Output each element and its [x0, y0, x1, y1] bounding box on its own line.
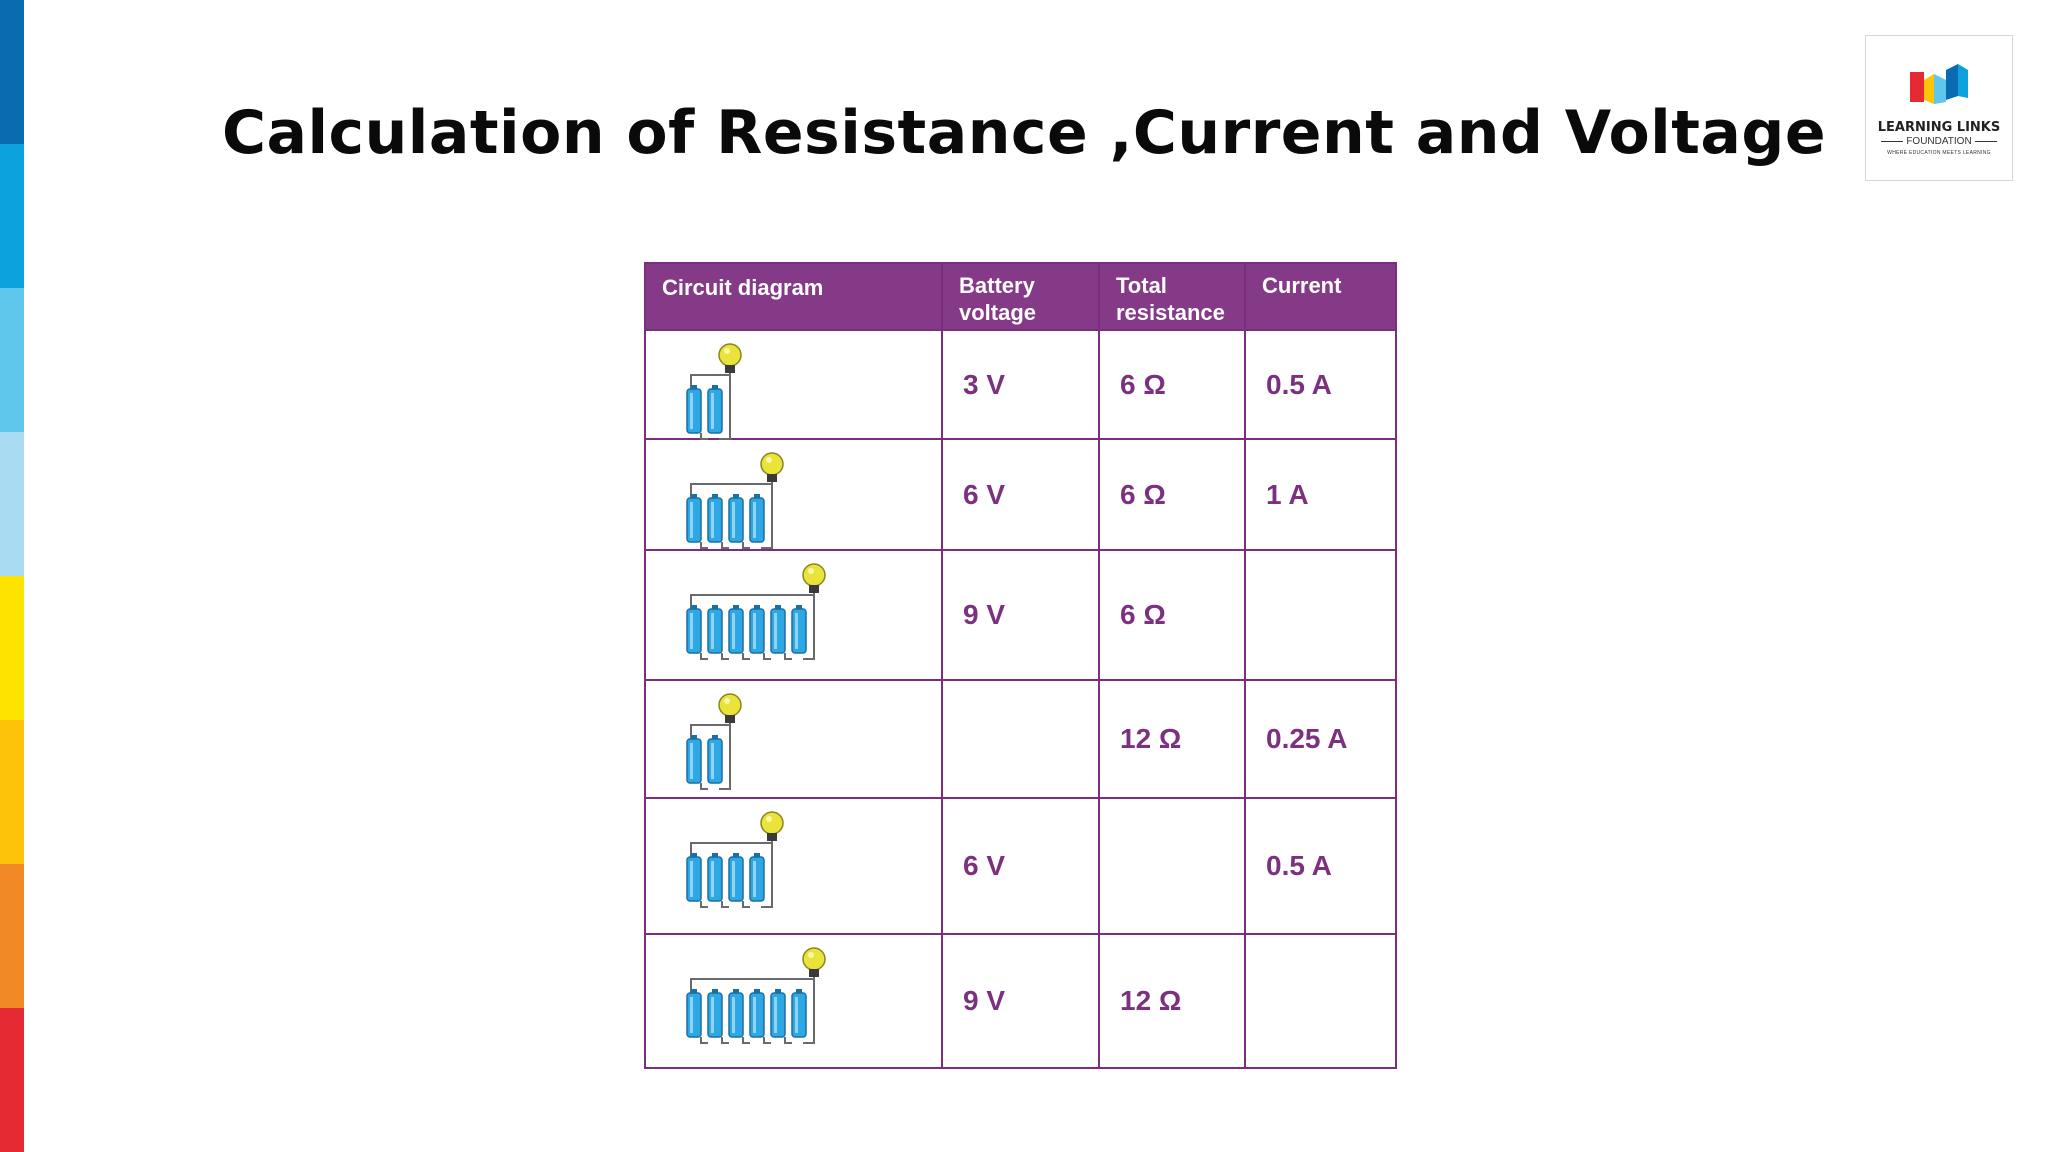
wire [690, 839, 773, 908]
logo-name: LEARNING LINKS [1877, 120, 2001, 135]
strip-band [0, 720, 24, 864]
circuit-diagram [686, 811, 784, 908]
strip-band [0, 1008, 24, 1152]
battery-cell-icon [707, 989, 729, 1044]
battery-cell-icon [707, 494, 729, 549]
light-bulb-icon [718, 343, 742, 373]
light-bulb-icon [760, 811, 784, 841]
voltage-cell: 6 V [941, 438, 1100, 551]
resistance-cell: 6 Ω [1098, 438, 1246, 551]
circuit-diagram [686, 343, 742, 440]
color-strip [0, 0, 24, 1152]
battery-cell-icon [749, 989, 771, 1044]
wire [690, 591, 815, 660]
voltage-cell: 3 V [941, 329, 1100, 440]
battery-cell-icon [770, 989, 792, 1044]
battery-cell-icon [749, 494, 765, 543]
circuit-diagram-cell [644, 679, 943, 799]
battery-cell-icon [707, 853, 729, 908]
header-current-label: Current [1262, 273, 1342, 298]
voltage-cell: 6 V [941, 797, 1100, 935]
light-bulb-icon [718, 693, 742, 723]
battery-cell-icon [728, 605, 750, 660]
wire [690, 721, 731, 790]
table-row: 6 V 6 Ω 1 A [644, 438, 1397, 551]
header-resistance-line2: resistance [1116, 300, 1225, 325]
battery-cell-icon [686, 735, 708, 790]
circuit-diagram [686, 947, 826, 1044]
battery-cell-icon [686, 853, 708, 908]
logo: LEARNING LINKS FOUNDATION WHERE EDUCATIO… [1865, 35, 2013, 181]
battery-cell-icon [791, 989, 807, 1038]
voltage-cell: 9 V [941, 933, 1100, 1069]
table-row: 6 V 0.5 A [644, 797, 1397, 935]
battery-cell-icon [770, 605, 792, 660]
battery-cell-icon [707, 605, 729, 660]
logo-mark-icon [1910, 64, 1968, 104]
battery-cell-icon [728, 989, 750, 1044]
battery-cell-icon [707, 735, 723, 784]
strip-band [0, 144, 24, 288]
voltage-cell: 9 V [941, 549, 1100, 681]
circuit-diagram-cell [644, 329, 943, 440]
current-cell [1244, 933, 1397, 1069]
strip-band [0, 0, 24, 144]
current-cell [1244, 549, 1397, 681]
battery-cell-icon [686, 385, 708, 440]
resistance-cell [1098, 797, 1246, 935]
battery-cell-icon [728, 494, 750, 549]
resistance-cell: 12 Ω [1098, 933, 1246, 1069]
slide-title: Calculation of Resistance ,Current and V… [221, 98, 1827, 168]
header-resistance-line1: Total [1116, 273, 1167, 298]
header-current: Current [1244, 262, 1397, 331]
battery-cell-icon [686, 494, 708, 549]
header-total-resistance: Total resistance [1098, 262, 1246, 331]
light-bulb-icon [802, 947, 826, 977]
circuit-diagram [686, 563, 826, 660]
logo-subtitle: FOUNDATION [1866, 136, 2012, 147]
circuit-diagram [686, 452, 784, 549]
header-row: Circuit diagram Battery voltage Total re… [644, 262, 1397, 331]
circuit-diagram-cell [644, 933, 943, 1069]
battery-cell-icon [749, 605, 771, 660]
wire [690, 975, 815, 1044]
header-circuit-label: Circuit diagram [662, 275, 824, 300]
light-bulb-icon [802, 563, 826, 593]
resistance-cell: 6 Ω [1098, 549, 1246, 681]
circuit-table: Circuit diagram Battery voltage Total re… [644, 262, 1397, 1069]
circuit-diagram-cell [644, 438, 943, 551]
header-battery-voltage: Battery voltage [941, 262, 1100, 331]
wire [690, 480, 773, 549]
battery-cell-icon [686, 605, 708, 660]
strip-band [0, 864, 24, 1008]
strip-band [0, 288, 24, 432]
circuit-diagram [686, 693, 742, 790]
table-row: 3 V 6 Ω 0.5 A [644, 329, 1397, 440]
header-voltage-line1: Battery [959, 273, 1035, 298]
current-cell: 0.5 A [1244, 797, 1397, 935]
resistance-cell: 12 Ω [1098, 679, 1246, 799]
battery-cell-icon [707, 385, 723, 434]
battery-cell-icon [791, 605, 807, 654]
circuit-diagram-cell [644, 549, 943, 681]
circuit-diagram-cell [644, 797, 943, 935]
table-row: 12 Ω 0.25 A [644, 679, 1397, 799]
resistance-cell: 6 Ω [1098, 329, 1246, 440]
current-cell: 0.5 A [1244, 329, 1397, 440]
strip-band [0, 576, 24, 720]
battery-cell-icon [749, 853, 765, 902]
light-bulb-icon [760, 452, 784, 482]
table-row: 9 V 12 Ω [644, 933, 1397, 1069]
current-cell: 1 A [1244, 438, 1397, 551]
logo-tagline: WHERE EDUCATION MEETS LEARNING [1887, 150, 1991, 156]
table-row: 9 V 6 Ω [644, 549, 1397, 681]
header-circuit-diagram: Circuit diagram [644, 262, 943, 331]
current-cell: 0.25 A [1244, 679, 1397, 799]
battery-cell-icon [728, 853, 750, 908]
battery-cell-icon [686, 989, 708, 1044]
voltage-cell [941, 679, 1100, 799]
header-voltage-line2: voltage [959, 300, 1037, 325]
strip-band [0, 432, 24, 576]
